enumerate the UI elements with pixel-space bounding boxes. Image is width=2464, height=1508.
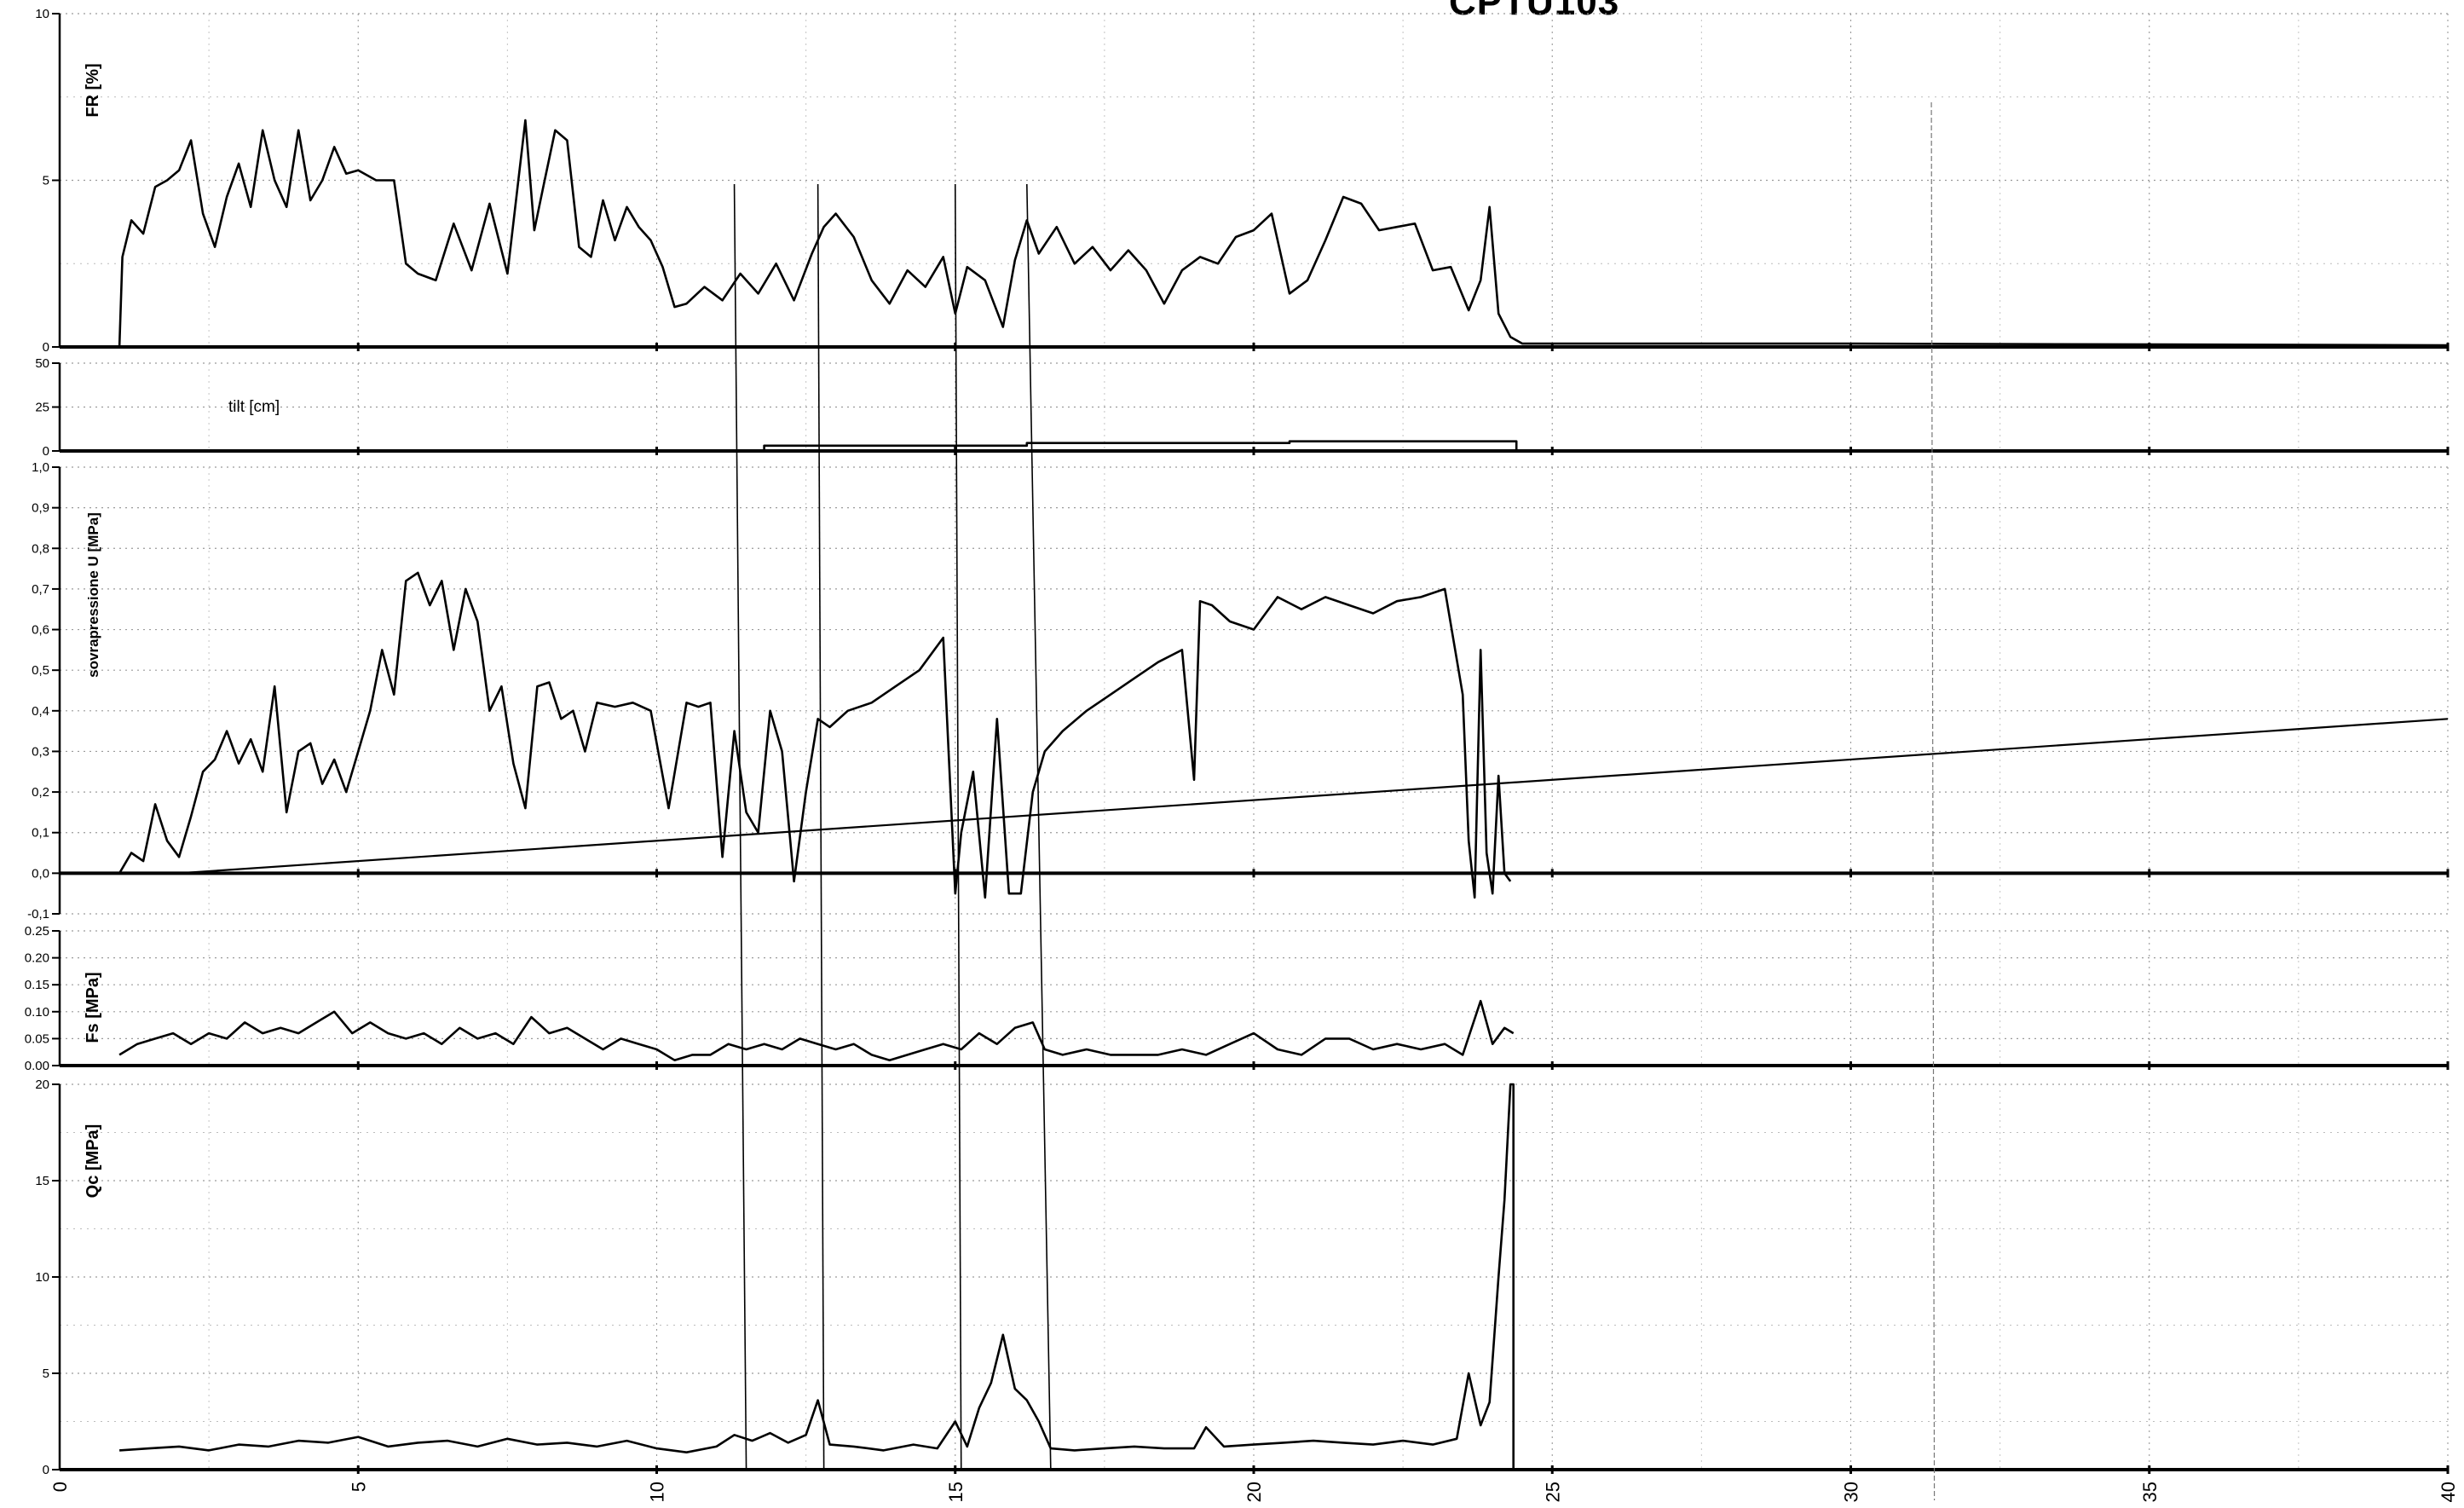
ytick-label-tilt: 50 (35, 356, 49, 371)
ytick-label-u: 0,0 (32, 866, 49, 881)
xtick-label: 30 (1841, 1482, 1862, 1502)
series-line-qc (119, 1083, 1515, 1470)
ytick-label-u: 0,4 (32, 704, 49, 719)
correlation-line (817, 183, 825, 1470)
ytick-label-fr: 0 (43, 340, 49, 355)
ytick-label-u: 0,3 (32, 744, 49, 759)
ytick-label-tilt: 0 (43, 444, 49, 459)
ytick-label-fs: 0.00 (25, 1059, 49, 1073)
ytick-label-fs: 0.15 (25, 978, 49, 992)
panel-label-fr: FR [%] (84, 63, 102, 117)
series-line-fr (118, 118, 2449, 348)
series-layer (118, 118, 2449, 1470)
correlation-line (733, 183, 747, 1470)
panel-label-u: sovrapressione U [MPa] (85, 512, 101, 678)
ytick-label-u: 0,7 (32, 582, 49, 597)
annotation-marks-layer (733, 101, 1936, 1501)
ytick-label-fs: 0.05 (25, 1031, 49, 1046)
xtick-label: 10 (647, 1482, 668, 1502)
xtick-label: 0 (49, 1482, 71, 1492)
ytick-label-u: -0,1 (27, 907, 49, 922)
ytick-label-qc: 0 (43, 1463, 49, 1477)
series-line-u-trend (179, 718, 2449, 875)
ytick-label-u: 0,8 (32, 541, 49, 556)
series-line-u (118, 571, 1512, 899)
xtick-label: 20 (1244, 1482, 1265, 1502)
ytick-label-fs: 0.25 (25, 924, 49, 939)
xtick-label: 15 (945, 1482, 967, 1502)
ytick-label-u: 0,9 (32, 501, 49, 516)
ytick-label-u: 1,0 (32, 460, 49, 475)
ytick-label-qc: 5 (43, 1366, 49, 1381)
chart-title: CPTU103 (1449, 0, 1620, 23)
xtick-label: 35 (2139, 1482, 2161, 1502)
ytick-label-fs: 0.20 (25, 951, 49, 966)
ytick-label-u: 0,6 (32, 623, 49, 638)
ytick-label-fr: 10 (35, 7, 49, 21)
ytick-label-u: 0,5 (32, 663, 49, 678)
ytick-label-qc: 20 (35, 1078, 49, 1092)
ytick-label-qc: 10 (35, 1270, 49, 1285)
xtick-label: 5 (348, 1482, 369, 1492)
panel-label-tilt: tilt [cm] (228, 398, 280, 416)
xtick-label: 25 (1542, 1482, 1563, 1502)
ytick-label-qc: 15 (35, 1174, 49, 1188)
correlation-line (1026, 183, 1052, 1470)
panel-label-qc: Qc [MPa] (84, 1124, 102, 1199)
grid-layer (59, 13, 2449, 1470)
scan-mark (1930, 101, 1936, 1501)
ytick-label-tilt: 25 (35, 401, 49, 415)
series-line-tilt (119, 440, 2448, 453)
ytick-label-fs: 0.10 (25, 1005, 49, 1020)
ytick-label-u: 0,1 (32, 826, 49, 841)
xtick-label: 40 (2438, 1482, 2459, 1502)
panel-label-fs: Fs [MPa] (84, 972, 102, 1043)
ytick-label-fr: 5 (43, 174, 49, 188)
correlation-line (954, 183, 962, 1470)
ytick-label-u: 0,2 (32, 785, 49, 800)
series-line-fs (118, 999, 1515, 1061)
